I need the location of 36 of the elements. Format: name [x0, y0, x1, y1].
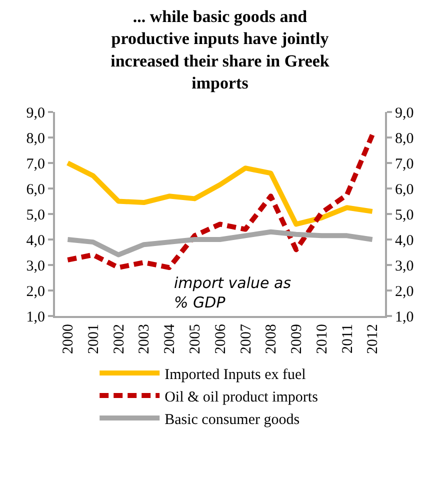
y2-tick-label: 2,0	[395, 284, 414, 300]
y2-tick-label: 5,0	[395, 207, 414, 224]
y2-tick-label: 8,0	[395, 130, 414, 147]
y-tick-label: 7,0	[26, 156, 45, 172]
x-tick-label: 2009	[289, 324, 306, 354]
x-tick-label: 2006	[212, 324, 229, 354]
y-tick-label: 5,0	[26, 207, 45, 224]
x-tick-label: 2005	[187, 324, 204, 354]
legend-label: Oil & oil product imports	[164, 389, 318, 406]
y2-tick-label: 7,0	[395, 156, 414, 172]
x-tick-label: 2007	[238, 324, 254, 354]
x-tick-label: 2008	[264, 324, 280, 354]
y2-tick-label: 4,0	[395, 232, 414, 249]
y-tick-label: 1,0	[26, 309, 45, 326]
x-tick-label: 2011	[340, 324, 356, 354]
annotation: import value as % GDP	[174, 274, 292, 312]
y-tick-label: 6,0	[26, 182, 45, 198]
chart-title: ... while basic goods and productive inputs have jointly increased their share in Greek imports	[110, 7, 330, 92]
legend-label: Imported Inputs ex fuel	[164, 366, 306, 383]
y2-tick-label: 6,0	[395, 182, 414, 198]
x-tick-label: 2003	[136, 324, 153, 354]
x-tick-label: 2010	[314, 324, 330, 354]
x-tick-label: 2012	[365, 324, 382, 354]
x-tick-label: 2004	[162, 324, 178, 354]
x-tick-label: 2000	[60, 324, 77, 354]
y2-tick-label: 9,0	[395, 105, 414, 122]
y-tick-label: 2,0	[26, 284, 45, 300]
y-tick-label: 3,0	[26, 258, 45, 274]
y-tick-label: 8,0	[26, 130, 45, 147]
y2-tick-label: 1,0	[395, 309, 414, 326]
y2-tick-label: 3,0	[395, 258, 414, 274]
y-tick-label: 9,0	[26, 105, 45, 122]
x-tick-label: 2001	[86, 324, 102, 354]
y-tick-label: 4,0	[26, 232, 45, 249]
x-tick-label: 2002	[111, 324, 128, 354]
legend-label: Basic consumer goods	[164, 412, 300, 428]
